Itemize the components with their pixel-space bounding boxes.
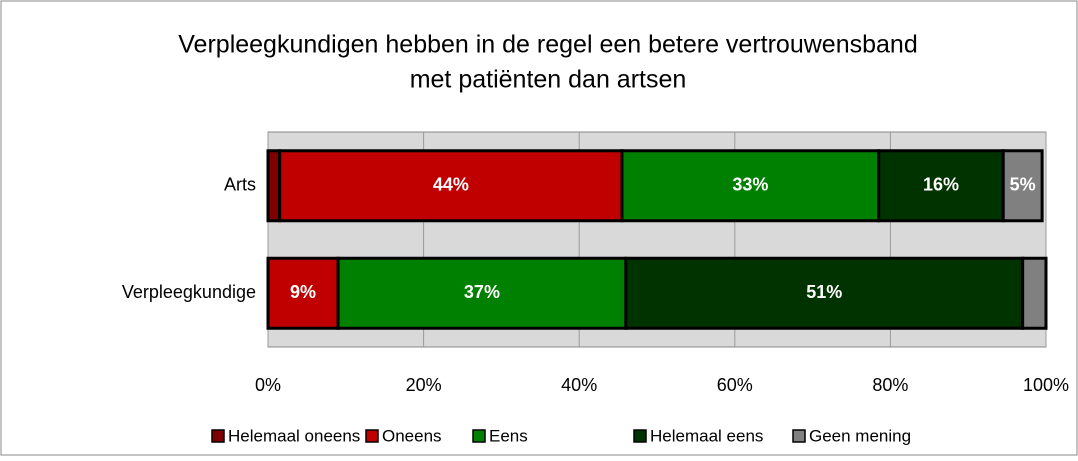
bar-segment	[336, 256, 628, 330]
y-tick-label: Verpleegkundige	[122, 282, 256, 302]
data-label: 16%	[923, 175, 959, 195]
x-tick-label: 0%	[255, 375, 281, 395]
bar-segment	[1001, 149, 1044, 223]
bar-segment	[1021, 256, 1048, 330]
bar-segment	[624, 256, 1025, 330]
x-tick-label: 80%	[872, 375, 908, 395]
legend-swatch	[472, 429, 486, 443]
data-label: 44%	[433, 175, 469, 195]
bar-segment	[620, 149, 881, 223]
x-tick-label: 40%	[561, 375, 597, 395]
legend-label: Helemaal oneens	[228, 426, 360, 445]
legend-label: Eens	[489, 426, 528, 445]
chart-title: met patiënten dan artsen	[410, 66, 687, 94]
chart-title: Verpleegkundigen hebben in de regel een …	[178, 31, 917, 59]
data-label: 5%	[1010, 175, 1036, 195]
legend-swatch	[792, 429, 806, 443]
x-tick-label: 60%	[717, 375, 753, 395]
data-label: 51%	[806, 282, 842, 302]
data-label: 33%	[732, 175, 768, 195]
legend-swatch	[633, 429, 647, 443]
legend-label: Geen mening	[809, 426, 911, 445]
data-label: 37%	[464, 282, 500, 302]
data-label: 9%	[290, 282, 316, 302]
x-tick-label: 100%	[1023, 375, 1069, 395]
legend-label: Oneens	[382, 426, 442, 445]
bar-segment	[266, 149, 282, 223]
x-tick-label: 20%	[406, 375, 442, 395]
y-tick-label: Arts	[224, 175, 256, 195]
legend-swatch	[211, 429, 225, 443]
bar-segment	[877, 149, 1005, 223]
legend-label: Helemaal eens	[650, 426, 763, 445]
legend-swatch	[365, 429, 379, 443]
